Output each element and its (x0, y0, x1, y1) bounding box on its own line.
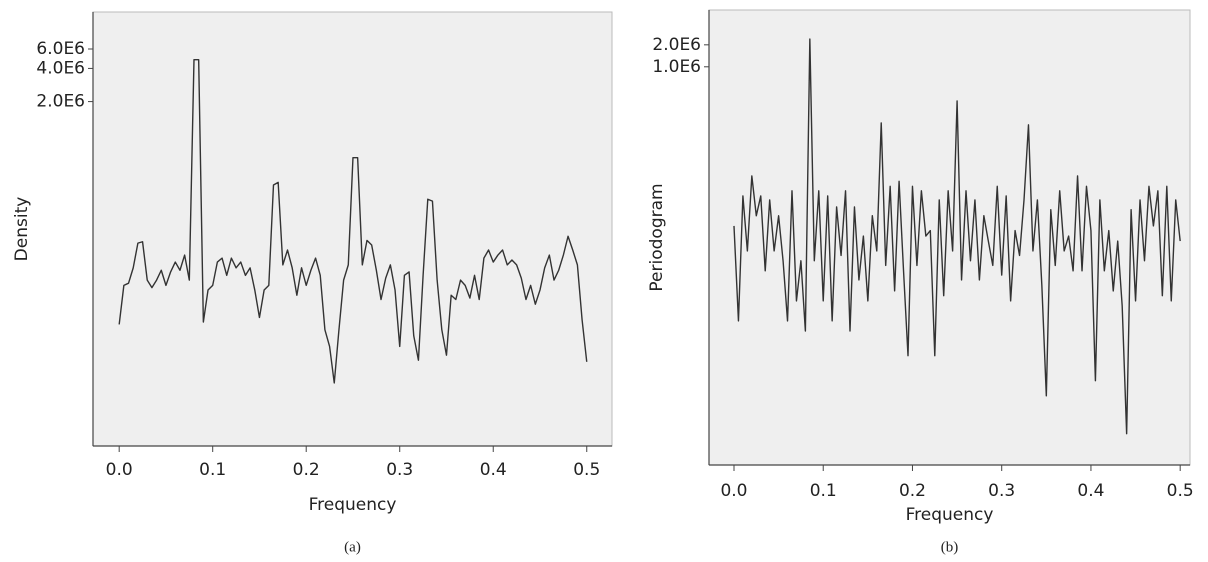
y-tick-label: 2.0E6 (652, 35, 701, 55)
x-tick-label: 0.2 (899, 481, 926, 501)
x-tick-label: 0.1 (810, 481, 837, 501)
x-tick-label: 0.3 (988, 481, 1015, 501)
x-axis-title: Frequency (906, 505, 994, 525)
y-axis-title: Periodogram (647, 183, 667, 291)
x-tick-label: 0.4 (480, 460, 507, 480)
x-tick-label: 0.2 (293, 460, 320, 480)
x-tick-label: 0.4 (1077, 481, 1104, 501)
x-tick-label: 0.0 (106, 460, 133, 480)
x-axis-title: Frequency (309, 495, 397, 515)
data-line (118, 58, 588, 384)
caption: (b) (941, 539, 959, 555)
x-tick-label: 0.0 (720, 481, 747, 501)
y-tick-label: 2.0E6 (36, 92, 85, 112)
y-tick-label: 1.0E6 (652, 57, 701, 77)
caption: (a) (344, 539, 361, 555)
y-tick-label: 4.0E6 (36, 58, 85, 78)
x-tick-label: 0.3 (386, 460, 413, 480)
x-tick-label: 0.5 (573, 460, 600, 480)
y-axis-title: Density (12, 197, 32, 262)
data-line (733, 38, 1181, 435)
y-tick-label: 6.0E6 (36, 39, 85, 59)
plot-area (92, 11, 613, 447)
x-tick-label: 0.5 (1167, 481, 1194, 501)
x-tick-label: 0.1 (199, 460, 226, 480)
